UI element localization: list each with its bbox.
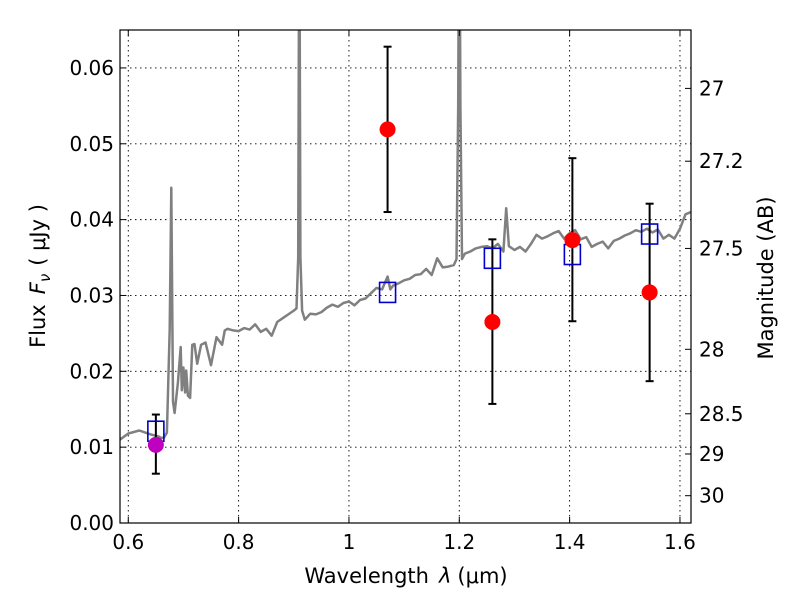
x-tick-label: 1.6: [664, 530, 696, 554]
right-tick-label: 27: [699, 76, 724, 100]
x-axis-label-symbol: λ: [438, 564, 451, 588]
x-tick-label: 0.6: [112, 530, 144, 554]
tick-layer: 0.6 0.8 1 1.2 1.4 1.6 0.00 0.01 0.02 0.03 0.04 0.05…: [69, 30, 744, 554]
y-tick-label: 0.02: [69, 359, 114, 383]
y-tick-label: 0.01: [69, 435, 114, 459]
right-tick-label: 28: [699, 337, 724, 361]
data-layer: [120, 30, 691, 475]
y-axis-label-symbol: F: [26, 281, 50, 294]
y-tick-label: 0.03: [69, 283, 114, 307]
right-axis-label: Magnitude (AB): [754, 196, 778, 359]
observed-flux-marker: [564, 232, 581, 249]
y-tick-label: 0.05: [69, 132, 114, 156]
y-axis-label: Flux Fν ( μJy ): [26, 204, 54, 348]
y-tick-label: 0.04: [69, 208, 114, 232]
right-tick-label: 28.5: [699, 402, 744, 426]
synthetic-photometry-marker: [483, 247, 502, 270]
x-tick-label: 0.8: [223, 530, 255, 554]
right-tick-label: 27.5: [699, 236, 744, 260]
observed-flux-marker: [147, 436, 164, 453]
right-tick-label: 27.2: [699, 149, 744, 173]
observed-flux-marker: [484, 314, 501, 331]
y-tick-label: 0.00: [69, 511, 114, 535]
y-axis-label-text: Flux: [26, 304, 50, 348]
x-tick-label: 1: [343, 530, 356, 554]
x-tick-label: 1.2: [443, 530, 475, 554]
y-tick-label: 0.06: [69, 56, 114, 80]
x-tick-label: 1.4: [554, 530, 586, 554]
y-axis-label-symbol-sub: ν: [36, 274, 54, 282]
observed-flux-marker: [379, 121, 396, 138]
right-tick-label: 30: [699, 484, 724, 508]
grid-layer: [120, 30, 691, 524]
observed-flux-marker: [641, 284, 658, 301]
x-axis-label-unit: (μm): [457, 564, 507, 588]
right-tick-label: 29: [699, 442, 724, 466]
synthetic-photometry-marker: [378, 281, 397, 304]
y-axis-label-unit: ( μJy ): [26, 204, 50, 266]
x-axis-label-text: Wavelength: [304, 564, 429, 588]
synthetic-photometry-marker: [640, 223, 659, 245]
x-axis-label: Wavelength λ (μm): [304, 564, 507, 588]
plot-frame: [119, 29, 692, 524]
